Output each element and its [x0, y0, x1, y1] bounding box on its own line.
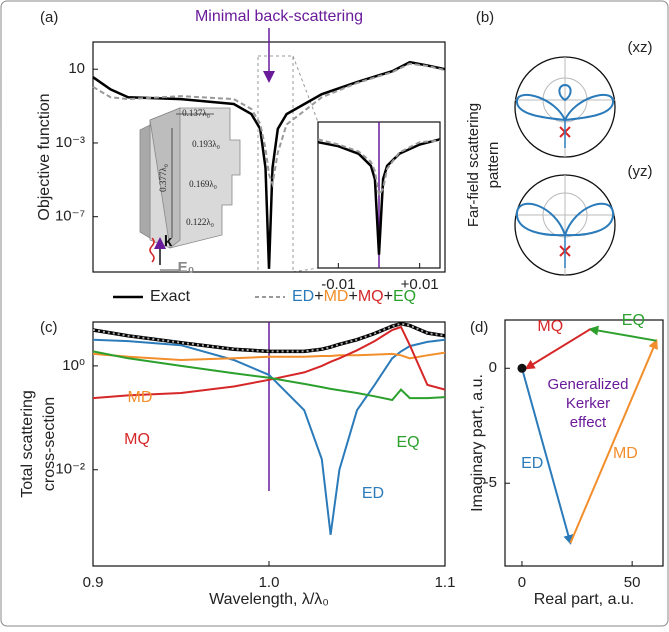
structure-label: 0.137λ₀	[182, 108, 210, 118]
structure-label: 0.169λ₀	[189, 179, 217, 189]
series-line	[317, 138, 441, 255]
series-line	[92, 62, 446, 188]
x-tick-label: 1.0	[259, 574, 280, 591]
panel-label: (c)	[40, 319, 58, 336]
series-label: ED	[362, 485, 384, 502]
origin-dot	[517, 363, 527, 373]
series-line	[92, 351, 446, 362]
y-tick-label: 10	[68, 60, 85, 77]
series-label: MD	[128, 389, 153, 406]
x-tick-label: 50	[624, 574, 641, 591]
series-line	[92, 350, 446, 402]
x-tick-label: 0.9	[83, 574, 104, 591]
y-axis-label: Total scattering	[19, 390, 36, 498]
vector-arrow	[521, 368, 574, 545]
y-tick-label: 10⁻⁷	[55, 208, 85, 225]
far-field-title: Far-field scattering	[465, 103, 482, 227]
panel-label: (d)	[470, 319, 488, 336]
series-line	[92, 325, 446, 400]
annotation: Generalized	[548, 376, 629, 393]
incident-wave	[149, 237, 180, 271]
structure-label: E₀	[178, 259, 195, 276]
legend-label: Exact	[150, 288, 191, 305]
far-field-yz	[514, 174, 616, 276]
x-tick-label: 1.1	[435, 574, 456, 591]
zoom-indicator	[257, 55, 319, 273]
series-label: EQ	[396, 434, 419, 451]
series-label: MQ	[124, 431, 150, 448]
y-tick-label: -5	[484, 474, 497, 491]
structure-label: 0.377λ₀	[158, 164, 168, 192]
structure-label: 0.193λ₀	[192, 139, 220, 149]
series-line	[317, 138, 441, 199]
series-line	[92, 322, 446, 353]
y-axis-label: cross-section	[41, 397, 58, 491]
far-field-xz	[514, 56, 616, 158]
plane-label: (xz)	[628, 39, 653, 56]
panel-label: (b)	[476, 9, 494, 26]
vector-arrow	[524, 328, 591, 370]
panel-label: (a)	[40, 9, 58, 26]
plane-label: (yz)	[628, 163, 653, 180]
series-line	[92, 338, 446, 535]
y-tick-label: 10⁰	[62, 357, 85, 374]
structure-label: 0.122λ₀	[186, 217, 214, 227]
vector-label: MQ	[537, 318, 563, 335]
annotation: Minimal back-scattering	[195, 8, 363, 25]
annotation: effect	[570, 414, 607, 431]
x-tick-label: 0	[518, 574, 526, 591]
x-tick-label: +0.01	[401, 276, 439, 293]
x-tick-label: -0.01	[321, 276, 355, 293]
y-tick-label: 10⁻³	[55, 134, 85, 151]
y-tick-label: 0	[489, 359, 497, 376]
x-axis-label: Wavelength, λ/λ₀	[209, 591, 329, 608]
far-field-title: pattern	[485, 142, 502, 189]
y-tick-label: 10⁻²	[55, 461, 85, 478]
legend-label: ED+MD+MQ+EQ	[292, 288, 416, 305]
structure-sketch	[139, 107, 241, 249]
vector-label: EQ	[622, 312, 645, 329]
vector-arrow	[588, 325, 657, 342]
annotation: Kerker	[566, 395, 610, 412]
vector-label: ED	[521, 455, 543, 472]
structure-label: k	[164, 233, 173, 250]
x-axis-label: Real part, a.u.	[534, 591, 635, 608]
plot-frame	[504, 319, 664, 567]
vector-label: MD	[613, 445, 638, 462]
vector-arrow	[569, 338, 658, 544]
y-axis-label: Imaginary part, a.u.	[469, 374, 486, 512]
y-axis-label: Objective function	[36, 93, 53, 220]
